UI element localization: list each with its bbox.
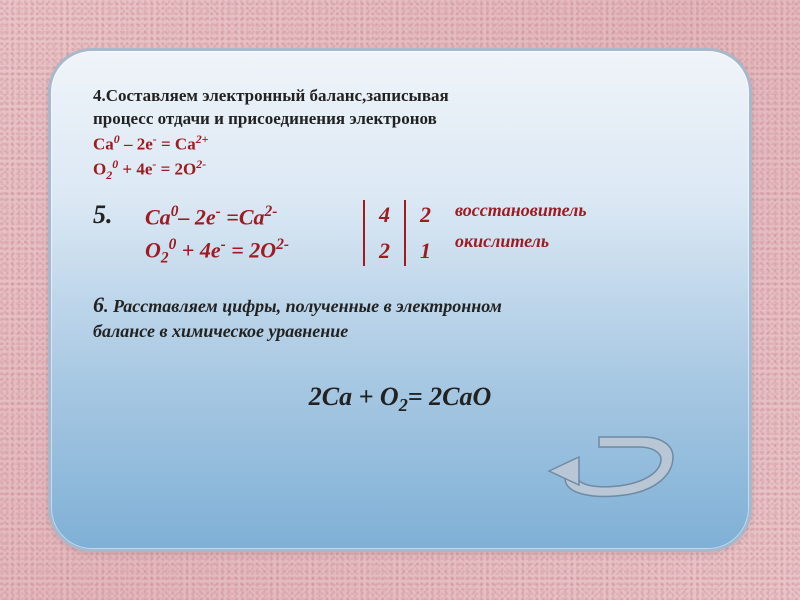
step4-intro-line1: 4.Составляем электронный баланс,записыва… [93,85,707,108]
balance-coef-column: 2 1 [404,200,445,266]
step5-number: 5. [93,200,145,230]
step5-half1: Ca0– 2e- =Ca2- [145,200,363,233]
step6-line2: балансе в химическое уравнение [93,321,348,341]
curved-arrow-icon [535,423,685,503]
step5-half2: O20 + 4e- = 2O2- [145,233,363,270]
final-equation: 2Ca + O2= 2CaO [93,382,707,416]
content-card: 4.Составляем электронный баланс,записыва… [48,48,752,552]
step4-intro-line2: процесс отдачи и присоединения электроно… [93,108,707,131]
step5-half-reactions: Ca0– 2e- =Ca2- O20 + 4e- = 2O2- [145,200,363,270]
step6-text: 6. Расставляем цифры, полученные в элект… [93,290,707,344]
step6-number: 6 [93,292,104,317]
step6-line1: . Расставляем цифры, полученные в электр… [104,296,502,316]
step4-eq2: O20 + 4e- = 2O2- [93,156,707,183]
lcm-row2: 2 [379,238,390,264]
coef-row2: 1 [420,238,431,264]
lcm-row1: 4 [379,202,390,228]
role-oxidizer: окислитель [455,231,587,252]
role-reducer: восстановитель [455,200,587,221]
step5-roles: восстановитель окислитель [445,200,587,252]
coef-row1: 2 [420,202,431,228]
step4-eq1: Ca0 – 2e- = Ca2+ [93,131,707,157]
step5-block: 5. Ca0– 2e- =Ca2- O20 + 4e- = 2O2- 4 2 2… [93,200,707,270]
balance-lcm-column: 4 2 [363,200,404,266]
step5-balance-table: 4 2 2 1 [363,200,445,266]
